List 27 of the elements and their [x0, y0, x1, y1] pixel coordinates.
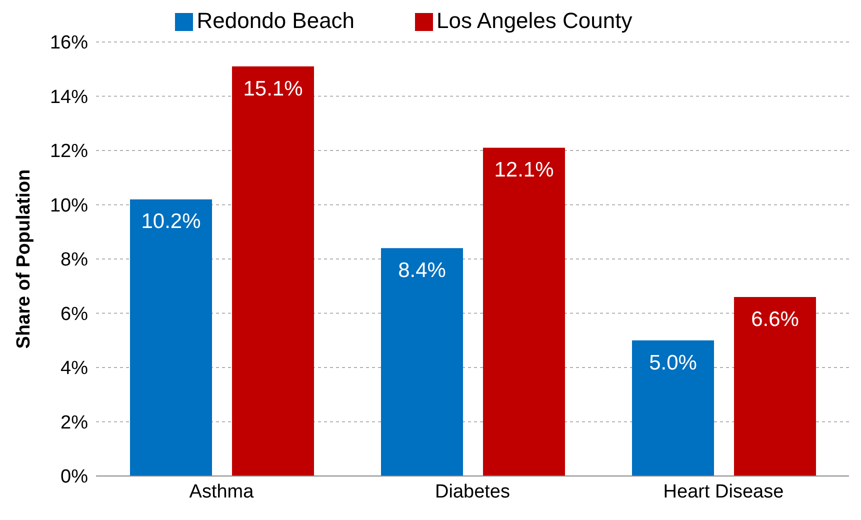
data-label: 10.2% — [141, 210, 201, 234]
y-tick-label: 4% — [60, 358, 88, 380]
bar — [130, 199, 212, 476]
legend-label: Redondo Beach — [196, 8, 355, 33]
bar — [232, 66, 314, 476]
bar — [381, 248, 463, 476]
y-tick-label: 6% — [60, 304, 88, 325]
y-tick-label: 8% — [60, 250, 88, 271]
x-tick-label: Asthma — [189, 481, 254, 502]
y-tick-label: 2% — [60, 412, 88, 434]
legend-label: Los Angeles County — [436, 8, 632, 33]
data-label: 8.4% — [398, 259, 446, 282]
bar — [483, 148, 565, 476]
y-tick-label: 10% — [50, 195, 88, 216]
y-tick-label: 0% — [60, 466, 88, 488]
data-label: 5.0% — [649, 351, 697, 374]
data-label: 15.1% — [243, 77, 303, 100]
bar — [734, 296, 816, 476]
y-axis-title: Share of Population — [14, 169, 35, 349]
y-tick-label: 16% — [50, 32, 88, 54]
y-tick-label: 14% — [50, 86, 88, 108]
x-tick-label: Diabetes — [435, 481, 510, 502]
y-tick-label: 12% — [50, 141, 88, 162]
bar — [632, 340, 714, 476]
data-label: 12.1% — [494, 158, 554, 182]
x-tick-label: Heart Disease — [663, 481, 784, 502]
data-label: 6.6% — [751, 308, 799, 331]
